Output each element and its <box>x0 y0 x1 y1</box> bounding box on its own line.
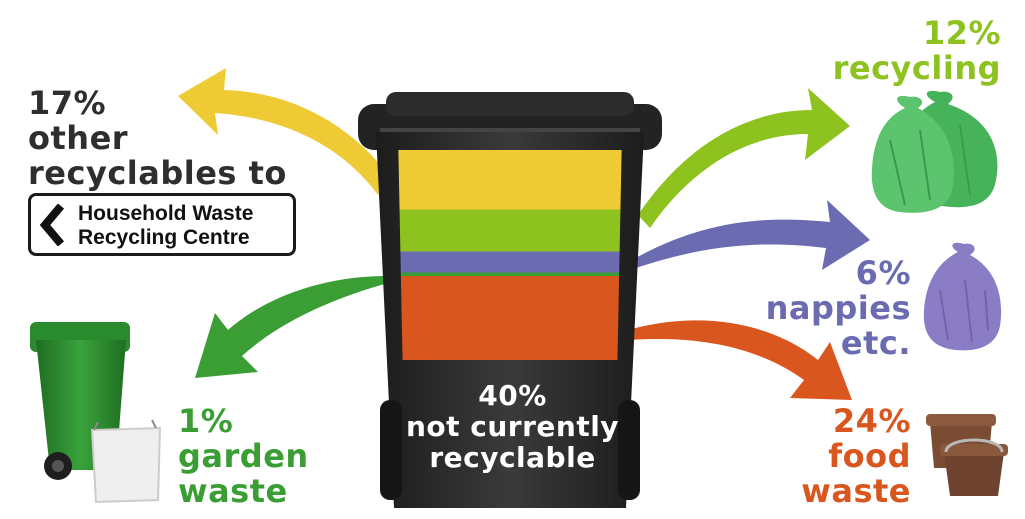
bin-segment-other-recyclables <box>398 150 622 210</box>
not-recyclable-line1: not currently <box>405 410 620 443</box>
other-recyclables-line2: recyclables to <box>28 154 287 192</box>
arrow-to-hwrc <box>178 68 392 195</box>
other-recyclables-line1: other <box>28 119 129 157</box>
arrow-to-recycling <box>638 88 850 228</box>
chevron-left-icon <box>39 204 65 246</box>
recycling-text: recycling <box>832 49 1001 87</box>
not-recyclable-label: 40% not currently recyclable <box>400 380 625 473</box>
food-waste-percent: 24% <box>832 402 911 440</box>
food-caddy-icon <box>926 414 1008 496</box>
recycling-label: 12% recycling <box>833 16 1001 86</box>
wheelie-bin-icon <box>358 92 662 508</box>
arrow-to-food-waste <box>628 320 852 400</box>
not-recyclable-line2: recyclable <box>429 441 596 474</box>
sign-text: Household Waste Recycling Centre <box>78 202 253 250</box>
bin-fill-segments <box>398 150 622 360</box>
bin-segment-food-waste <box>400 276 620 360</box>
hwrc-sign: Household Waste Recycling Centre <box>28 193 296 256</box>
garden-waste-percent: 1% <box>178 402 234 440</box>
other-recyclables-percent: 17% <box>28 84 107 122</box>
arrow-to-nappies <box>632 200 870 270</box>
sign-line2: Recycling Centre <box>78 226 250 249</box>
purple-bag-icon <box>923 242 1002 351</box>
sign-line1: Household Waste <box>78 202 254 225</box>
nappies-line1: nappies <box>765 289 911 327</box>
nappies-percent: 6% <box>855 254 911 292</box>
garden-waste-label: 1% garden waste <box>178 404 309 509</box>
nappies-line2: etc. <box>840 324 911 362</box>
food-waste-line2: waste <box>801 472 911 510</box>
food-waste-line1: food <box>828 437 911 475</box>
arrow-to-garden-waste <box>195 275 392 378</box>
not-recyclable-percent: 40% <box>478 379 547 412</box>
food-waste-label: 24% food waste <box>801 404 911 509</box>
garden-waste-line1: garden <box>178 437 309 475</box>
bin-segment-nappies <box>400 251 620 273</box>
nappies-label: 6% nappies etc. <box>766 256 911 361</box>
bin-segment-recycling <box>399 209 621 252</box>
other-recyclables-label: 17% other recyclables to <box>28 86 287 191</box>
garden-sack-icon <box>90 419 162 504</box>
recycling-percent: 12% <box>922 14 1001 52</box>
green-bag-icon <box>871 90 998 213</box>
garden-waste-line2: waste <box>178 472 288 510</box>
bin-segment-garden-waste <box>400 272 620 276</box>
